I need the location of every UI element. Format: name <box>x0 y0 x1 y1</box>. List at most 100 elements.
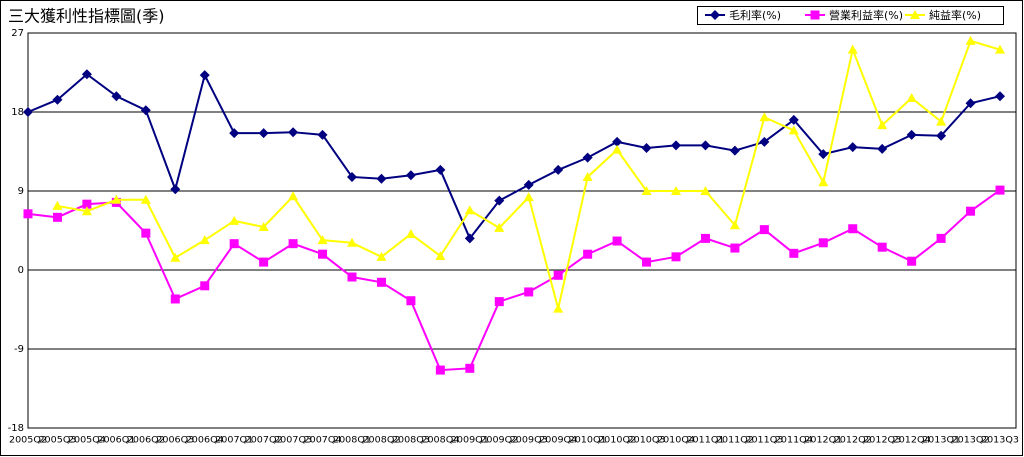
x-tick-label: 2013Q2 <box>952 436 990 446</box>
data-point <box>199 70 210 81</box>
x-tick-label: 2009Q3 <box>510 436 548 446</box>
data-point <box>464 205 475 215</box>
data-point <box>82 199 92 209</box>
data-point <box>936 233 946 243</box>
data-point <box>81 206 92 216</box>
data-point <box>465 363 475 373</box>
data-point <box>376 277 386 287</box>
data-point <box>81 69 92 80</box>
x-tick-label: 2011Q1 <box>686 436 724 446</box>
data-point <box>612 136 623 147</box>
y-tick-label: -18 <box>8 423 24 434</box>
legend-marker <box>710 10 720 20</box>
data-point <box>759 225 769 235</box>
data-point <box>995 44 1005 54</box>
y-tick-label: 27 <box>11 28 24 39</box>
data-point <box>376 173 387 184</box>
x-tick-label: 2013Q3 <box>981 436 1019 446</box>
data-point <box>199 235 210 245</box>
data-point <box>23 209 33 219</box>
data-point <box>52 94 63 105</box>
data-point <box>907 256 917 266</box>
data-point <box>671 140 681 151</box>
data-point <box>111 194 122 204</box>
x-tick-label: 2012Q2 <box>834 436 872 446</box>
x-tick-label: 2008Q2 <box>362 436 400 446</box>
x-tick-label: 2010Q2 <box>598 436 636 446</box>
x-tick-label: 2009Q4 <box>539 436 577 446</box>
chart-title: 三大獲利性指標圖(季) <box>8 7 165 26</box>
data-point <box>788 114 799 125</box>
data-point <box>170 184 181 195</box>
x-tick-label: 2010Q1 <box>569 436 607 446</box>
data-point <box>582 152 593 163</box>
x-tick-label: 2007Q1 <box>215 436 253 446</box>
data-point <box>700 233 710 243</box>
data-point <box>877 120 888 130</box>
x-tick-label: 2006Q1 <box>97 436 135 446</box>
x-tick-label: 2011Q3 <box>745 436 783 446</box>
data-point <box>965 98 976 109</box>
data-point <box>965 35 976 45</box>
x-tick-label: 2005Q4 <box>68 436 106 446</box>
data-point <box>848 224 858 234</box>
data-point <box>995 91 1005 102</box>
data-point <box>524 287 534 297</box>
data-point <box>582 171 593 181</box>
x-tick-label: 2009Q2 <box>480 436 518 446</box>
legend-box <box>697 6 1004 25</box>
data-point <box>612 236 622 246</box>
data-point <box>729 145 740 156</box>
x-tick-label: 2006Q3 <box>156 436 194 446</box>
data-point <box>671 252 681 262</box>
x-tick-label: 2013Q1 <box>922 436 960 446</box>
data-point <box>877 242 887 252</box>
data-point <box>847 142 858 153</box>
legend-label: 營業利益率(%) <box>829 8 903 22</box>
legend-label: 毛利率(%) <box>729 8 781 22</box>
data-point <box>347 237 357 247</box>
data-point <box>966 206 976 216</box>
y-tick-label: 18 <box>11 107 24 118</box>
data-point <box>523 192 534 202</box>
legend-marker <box>810 10 820 20</box>
data-point <box>789 248 799 258</box>
plot-area <box>27 32 1017 429</box>
data-point <box>405 170 416 181</box>
data-point <box>494 195 505 206</box>
data-point <box>347 272 357 282</box>
data-point <box>406 296 416 306</box>
data-point <box>818 238 828 248</box>
data-point <box>936 130 947 141</box>
data-point <box>229 128 240 139</box>
data-point <box>642 257 652 267</box>
data-point <box>259 257 269 267</box>
data-point <box>553 270 563 280</box>
data-point <box>523 179 534 190</box>
series-line <box>27 72 1001 241</box>
x-tick-label: 2007Q3 <box>274 436 312 446</box>
x-tick-label: 2009Q1 <box>451 436 489 446</box>
data-point <box>906 129 917 140</box>
x-tick-label: 2012Q3 <box>863 436 901 446</box>
data-point <box>612 144 623 154</box>
data-point <box>553 164 564 175</box>
data-point <box>140 105 151 116</box>
x-tick-label: 2006Q2 <box>127 436 165 446</box>
data-point <box>464 233 475 244</box>
series-line <box>27 189 1001 372</box>
data-point <box>288 191 299 201</box>
data-point <box>317 129 328 140</box>
x-tick-label: 2010Q3 <box>628 436 666 446</box>
data-point <box>730 243 740 253</box>
x-tick-label: 2010Q4 <box>657 436 695 446</box>
data-point <box>759 112 770 122</box>
data-point <box>847 44 858 54</box>
legend-marker <box>910 10 920 19</box>
data-point <box>376 251 387 261</box>
y-tick-label: 9 <box>18 186 24 197</box>
x-tick-label: 2008Q4 <box>421 436 459 446</box>
data-point <box>200 281 210 291</box>
legend-label: 純益率(%) <box>929 8 981 22</box>
